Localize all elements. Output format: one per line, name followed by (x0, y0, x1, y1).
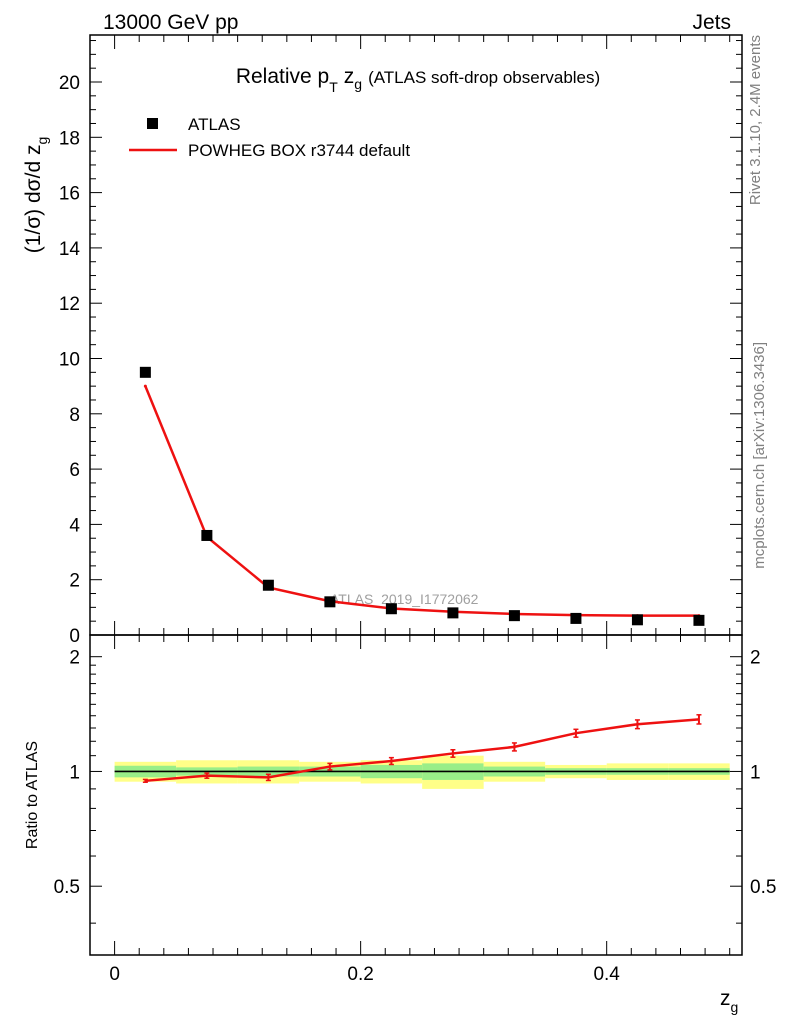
atlas-data-point (324, 596, 336, 608)
xlabel-main: z (720, 987, 731, 1010)
ratio-y-label: Ratio to ATLAS (24, 741, 41, 849)
atlas-data-point (631, 614, 643, 626)
y-tick-label: 16 (59, 184, 80, 205)
mcplots-text: mcplots.cern.ch [arXiv:1306.3436] (751, 342, 768, 569)
legend: ATLAS POWHEG BOX r3744 default (129, 115, 410, 160)
y-tick-label: 8 (69, 405, 80, 426)
ratio-y-tick-label-right: 2 (750, 648, 761, 669)
atlas-data-point (693, 614, 705, 626)
y-tick-label: 12 (59, 294, 80, 315)
atlas-data-point (385, 603, 397, 615)
title-z: z (344, 65, 355, 88)
ratio-y-tick-label: 1 (69, 762, 80, 783)
xlabel-sub: g (731, 999, 739, 1015)
analysis-watermark: ATLAS_2019_I1772062 (330, 591, 479, 607)
title-sub-t: T (329, 79, 338, 95)
ratio-line (145, 718, 700, 783)
y-tick-label: 10 (59, 350, 80, 371)
ratio-y-tick-label: 0.5 (54, 877, 80, 898)
legend-label-atlas: ATLAS (188, 115, 241, 134)
atlas-data-point (570, 612, 582, 624)
atlas-data-point (201, 529, 213, 541)
atlas-data-point (508, 610, 520, 622)
legend-marker-atlas (147, 118, 158, 129)
y-tick-label: 14 (59, 239, 81, 260)
y-tick-label: 20 (59, 73, 80, 94)
ylabel-main: (1/σ) dσ/d z (22, 145, 45, 254)
x-axis-label: zg (720, 987, 738, 1015)
atlas-data-point (139, 366, 151, 378)
plot-title: Relative pT zg (ATLAS soft-drop observable… (236, 65, 600, 95)
y-tick-label: 18 (59, 128, 80, 149)
x-tick-label: 0.2 (347, 964, 373, 985)
ylabel-sub: g (34, 137, 50, 145)
ratio-y-tick-label-right: 1 (750, 762, 761, 783)
y-tick-label: 4 (69, 515, 80, 536)
header-process: Jets (692, 11, 731, 34)
y-tick-label: 2 (69, 571, 80, 592)
atlas-data-point (447, 607, 459, 619)
ratio-y-tick-label-right: 0.5 (750, 877, 776, 898)
atlas-data-point (262, 579, 274, 591)
ratio-frame (89, 634, 743, 956)
x-tick-label: 0 (109, 964, 120, 985)
title-suffix: (ATLAS soft-drop observables) (368, 68, 600, 87)
y-tick-label: 0 (69, 626, 80, 647)
y-tick-label: 6 (69, 460, 80, 481)
powheg-line (144, 385, 699, 617)
svg-text:(1/σ) dσ/d zg: (1/σ) dσ/d zg (22, 137, 50, 254)
ratio-plot: 0 0.2 0.4 0.5 0.5 1 1 2 2 (54, 634, 776, 985)
powheg-point (143, 384, 147, 388)
rivet-version-text: Rivet 3.1.10, 2.4M events (747, 35, 764, 205)
title-sub-g: g (354, 76, 362, 92)
y-axis-label: (1/σ) dσ/d zg (22, 137, 50, 254)
legend-label-powheg: POWHEG BOX r3744 default (188, 141, 410, 160)
ratio-y-tick-label: 2 (69, 648, 80, 669)
main-plot: 0 2 4 6 8 10 12 14 16 18 20 (59, 34, 743, 647)
x-tick-label: 0.4 (593, 964, 620, 985)
header-energy: 13000 GeV pp (103, 11, 238, 34)
title-prefix: Relative p (236, 65, 329, 88)
